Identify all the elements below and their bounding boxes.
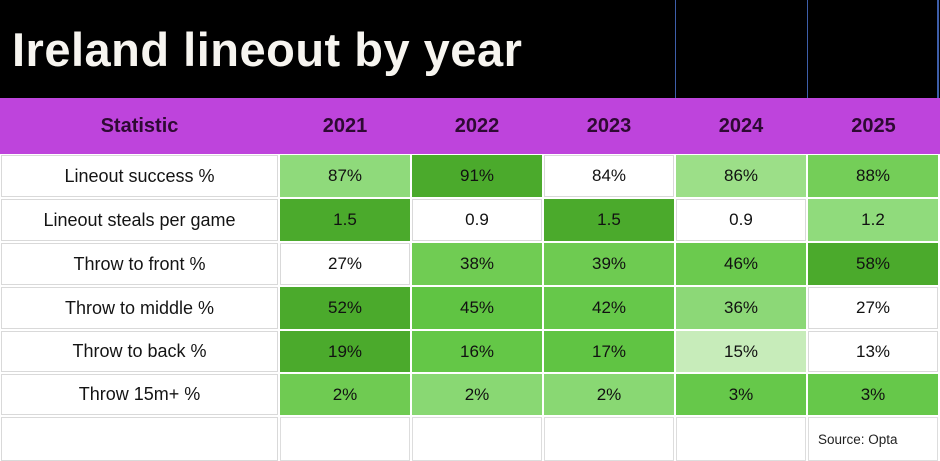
table-cell: 3% xyxy=(676,374,806,415)
table-cell: 16% xyxy=(412,331,542,372)
row-label: Lineout steals per game xyxy=(1,199,278,241)
table-cell: 19% xyxy=(280,331,410,372)
row-label: Throw 15m+ % xyxy=(1,374,278,415)
table-cell: 1.2 xyxy=(808,199,938,241)
table-cell: 17% xyxy=(544,331,674,372)
table-footer-row: Source: Opta xyxy=(0,416,940,461)
column-header-2021: 2021 xyxy=(322,114,368,137)
table-cell: 52% xyxy=(280,287,410,329)
table-header-row: Statistic 2021 2022 2023 2024 2025 xyxy=(0,98,940,154)
table-cell: 91% xyxy=(412,155,542,197)
table-cell: 27% xyxy=(808,287,938,329)
title-bar: Ireland lineout by year xyxy=(0,0,940,98)
table-cell: 15% xyxy=(676,331,806,372)
table-cell: 27% xyxy=(280,243,410,285)
column-header-2022: 2022 xyxy=(454,114,500,137)
table-cell: 46% xyxy=(676,243,806,285)
source-credit: Source: Opta xyxy=(808,417,938,461)
table-row: Throw to front % 27% 38% 39% 46% 58% xyxy=(0,242,940,286)
logo-placeholder-1 xyxy=(675,0,807,98)
row-label: Lineout success % xyxy=(1,155,278,197)
table-cell: 0.9 xyxy=(412,199,542,241)
footer-empty-cell xyxy=(544,417,674,461)
table-cell: 39% xyxy=(544,243,674,285)
table-row: Lineout success % 87% 91% 84% 86% 88% xyxy=(0,154,940,198)
footer-empty-cell xyxy=(412,417,542,461)
page-title: Ireland lineout by year xyxy=(12,22,523,76)
table-cell: 2% xyxy=(412,374,542,415)
row-label: Throw to middle % xyxy=(1,287,278,329)
table-cell: 58% xyxy=(808,243,938,285)
footer-empty-cell xyxy=(676,417,806,461)
table-cell: 2% xyxy=(544,374,674,415)
table-cell: 45% xyxy=(412,287,542,329)
table-row: Throw to back % 19% 16% 17% 15% 13% xyxy=(0,330,940,373)
table-cell: 0.9 xyxy=(676,199,806,241)
table-row: Lineout steals per game 1.5 0.9 1.5 0.9 … xyxy=(0,198,940,242)
column-header-2025: 2025 xyxy=(851,114,896,137)
table-body: Lineout success % 87% 91% 84% 86% 88% Li… xyxy=(0,154,940,461)
footer-empty-cell xyxy=(280,417,410,461)
table-cell: 1.5 xyxy=(280,199,410,241)
table-cell: 42% xyxy=(544,287,674,329)
table-row: Throw to middle % 52% 45% 42% 36% 27% xyxy=(0,286,940,330)
table-cell: 84% xyxy=(544,155,674,197)
table-cell: 86% xyxy=(676,155,806,197)
table-cell: 1.5 xyxy=(544,199,674,241)
table-row: Throw 15m+ % 2% 2% 2% 3% 3% xyxy=(0,373,940,416)
table-cell: 87% xyxy=(280,155,410,197)
table-cell: 2% xyxy=(280,374,410,415)
table-cell: 13% xyxy=(808,331,938,372)
table-cell: 38% xyxy=(412,243,542,285)
column-header-2024: 2024 xyxy=(718,114,764,137)
table-cell: 88% xyxy=(808,155,938,197)
footer-empty-cell xyxy=(1,417,278,461)
column-header-2023: 2023 xyxy=(586,114,632,137)
row-label: Throw to front % xyxy=(1,243,278,285)
table-cell: 36% xyxy=(676,287,806,329)
logo-placeholder-2 xyxy=(807,0,939,98)
column-header-statistic: Statistic xyxy=(100,114,179,137)
table-cell: 3% xyxy=(808,374,938,415)
row-label: Throw to back % xyxy=(1,331,278,372)
